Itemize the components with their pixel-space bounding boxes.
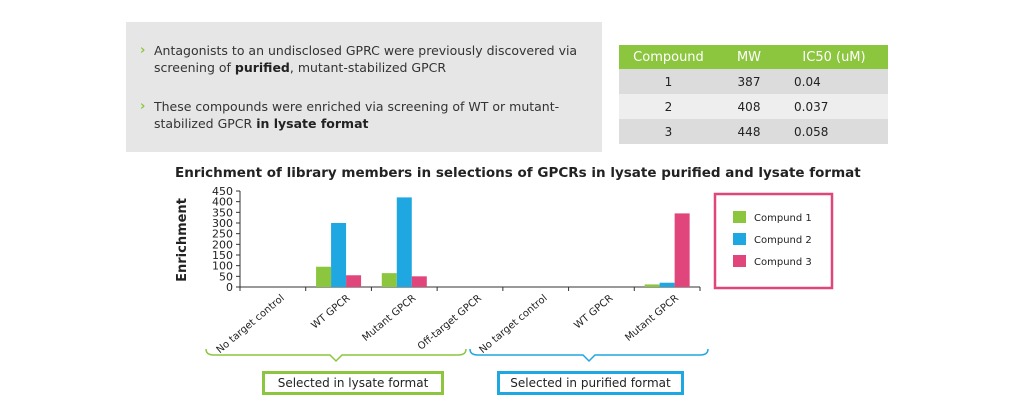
table-header: MW: [718, 45, 780, 69]
y-axis-label: Enrichment: [175, 198, 190, 282]
y-tick-label: 350: [212, 206, 233, 219]
x-tick-label: WT GPCR: [310, 293, 353, 332]
x-tick-label: WT GPCR: [572, 293, 615, 332]
table-row: 3 448 0.058: [619, 119, 888, 144]
bullet-panel: › Antagonists to an undisclosed GPRC wer…: [126, 22, 602, 152]
table-cell: 2: [619, 94, 718, 119]
y-tick-label: 200: [212, 238, 233, 251]
legend-swatch: [733, 211, 746, 223]
table-header: Compound: [619, 45, 718, 69]
y-tick-label: 400: [212, 196, 233, 209]
chevron-right-icon: ›: [140, 99, 146, 114]
y-tick-label: 300: [212, 217, 233, 230]
x-tick-label: Off-target GPCR: [416, 293, 484, 353]
y-tick-label: 100: [212, 260, 233, 273]
x-tick-label: Mutant GPCR: [623, 293, 681, 344]
y-tick-label: 0: [226, 281, 233, 294]
x-tick-label: Mutant GPCR: [360, 293, 418, 344]
compound-table: Compound MW IC50 (uM) 1 387 0.04 2 408 0…: [619, 45, 888, 144]
table-header-row: Compound MW IC50 (uM): [619, 45, 888, 69]
legend-label: Compund 3: [754, 257, 812, 268]
bar: [396, 197, 412, 287]
legend-swatch: [733, 255, 746, 267]
bullet-1: › Antagonists to an undisclosed GPRC wer…: [140, 42, 590, 76]
chevron-right-icon: ›: [140, 43, 146, 58]
table-cell: 3: [619, 119, 718, 144]
bar: [674, 213, 690, 287]
table-cell: 408: [718, 94, 780, 119]
table-cell: 387: [718, 69, 780, 94]
bar: [346, 275, 362, 287]
bar: [644, 284, 660, 287]
bar: [331, 223, 347, 287]
table-row: 2 408 0.037: [619, 94, 888, 119]
chart-title: Enrichment of library members in selecti…: [175, 165, 861, 181]
legend-label: Compund 1: [754, 213, 812, 224]
purified-format-label: Selected in purified format: [497, 371, 684, 395]
table-header: IC50 (uM): [780, 45, 888, 69]
y-tick-label: 250: [212, 228, 233, 241]
table-cell: 1: [619, 69, 718, 94]
table-cell: 0.04: [780, 69, 888, 94]
x-tick-label: No target control: [477, 293, 549, 356]
x-tick-label: No target control: [215, 293, 287, 356]
bullet-2-text: These compounds were enriched via screen…: [154, 99, 560, 131]
bar: [411, 276, 427, 287]
y-tick-label: 150: [212, 249, 233, 262]
table-cell: 0.058: [780, 119, 888, 144]
bullet-1-text: Antagonists to an undisclosed GPRC were …: [154, 43, 578, 75]
bar: [659, 282, 675, 287]
lysate-group-brace: [205, 348, 467, 363]
y-tick-label: 450: [212, 185, 233, 198]
lysate-format-label: Selected in lysate format: [262, 371, 444, 395]
bullet-2: › These compounds were enriched via scre…: [140, 98, 590, 132]
table-row: 1 387 0.04: [619, 69, 888, 94]
purified-group-brace: [469, 348, 709, 363]
legend-label: Compund 2: [754, 235, 812, 246]
table-cell: 448: [718, 119, 780, 144]
bar: [381, 273, 397, 287]
y-tick-label: 50: [219, 270, 233, 283]
legend-swatch: [733, 233, 746, 245]
table-cell: 0.037: [780, 94, 888, 119]
bar: [316, 266, 332, 287]
